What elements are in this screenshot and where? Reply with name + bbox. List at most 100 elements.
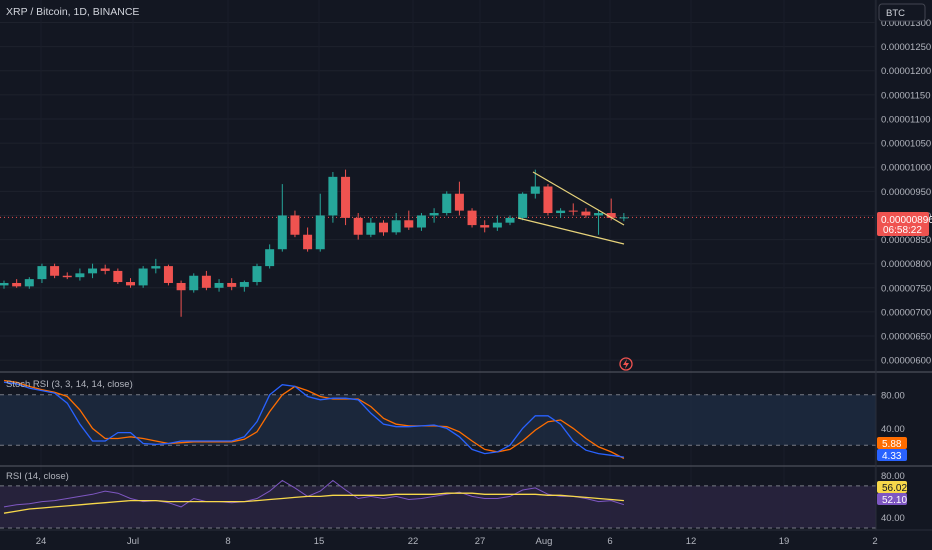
- candle-body[interactable]: [75, 273, 85, 278]
- price-tick-label: 0.00000600: [881, 356, 931, 367]
- currency-button[interactable]: [878, 3, 926, 22]
- candle-body[interactable]: [138, 268, 148, 286]
- price-tick-label: 0.00000800: [881, 259, 931, 270]
- rsi-ma-value: 56.02: [882, 483, 907, 494]
- price-tick-label: 0.00000750: [881, 283, 931, 294]
- candle-body[interactable]: [100, 268, 110, 271]
- candle-body[interactable]: [606, 213, 616, 218]
- price-tick-label: 0.00000850: [881, 235, 931, 246]
- rsi-pane-title[interactable]: RSI (14, close): [6, 471, 69, 482]
- wedge-upper-trendline[interactable]: [532, 171, 625, 226]
- candle-body[interactable]: [227, 282, 237, 287]
- candle-body[interactable]: [442, 193, 452, 214]
- time-tick-label: 6: [607, 536, 612, 547]
- candle-body[interactable]: [163, 266, 173, 283]
- candle-body[interactable]: [518, 193, 528, 218]
- time-tick-label: Aug: [536, 536, 553, 547]
- candle-body[interactable]: [568, 210, 578, 212]
- candle-body[interactable]: [328, 176, 338, 216]
- candle-body[interactable]: [416, 215, 426, 228]
- candles[interactable]: [0, 169, 629, 317]
- candle-body[interactable]: [556, 210, 566, 214]
- candle-body[interactable]: [126, 282, 135, 286]
- candle-body[interactable]: [265, 249, 275, 267]
- stoch-pane-title[interactable]: Stoch RSI (3, 3, 14, 14, close): [6, 379, 133, 390]
- candle-body[interactable]: [37, 266, 47, 280]
- stoch-d-value: 4.33: [882, 451, 902, 462]
- time-tick-label: 19: [779, 536, 790, 547]
- candle-body[interactable]: [467, 210, 477, 226]
- candle-body[interactable]: [315, 215, 325, 250]
- stoch-d-line: [3, 379, 625, 459]
- candle-body[interactable]: [201, 275, 211, 288]
- rsi-band: [0, 485, 876, 528]
- candle-body[interactable]: [50, 266, 60, 276]
- candle-body[interactable]: [353, 217, 363, 235]
- currency-button-label: BTC: [886, 8, 905, 19]
- candle-body[interactable]: [24, 279, 34, 287]
- price-tick-label: 0.00001000: [881, 163, 931, 174]
- stoch-band: [0, 394, 876, 446]
- candle-body[interactable]: [429, 213, 439, 216]
- symbol-title[interactable]: XRP / Bitcoin, 1D, BINANCE: [6, 6, 139, 18]
- candle-body[interactable]: [62, 275, 72, 278]
- candle-body[interactable]: [619, 217, 629, 219]
- candle-body[interactable]: [594, 213, 604, 216]
- candle-body[interactable]: [290, 215, 300, 235]
- candle-body[interactable]: [303, 234, 313, 250]
- price-tick-label: 0.00001250: [881, 42, 931, 53]
- candle-body[interactable]: [581, 211, 591, 216]
- candle-body[interactable]: [341, 176, 351, 218]
- price-tick-label: 0.00000700: [881, 307, 931, 318]
- candle-body[interactable]: [454, 193, 464, 211]
- time-axis[interactable]: 24 Jul 8 15 22 27 Aug 6 12 19 2: [36, 536, 878, 547]
- rsi-ma-tag: [877, 481, 907, 493]
- candle-body[interactable]: [0, 282, 9, 286]
- candle-body[interactable]: [176, 282, 186, 291]
- stoch-tick-label: 80.00: [881, 390, 905, 401]
- rsi-line: [3, 479, 625, 508]
- time-grid: [40, 0, 876, 530]
- rsi-tag: [877, 493, 907, 505]
- candle-body[interactable]: [151, 266, 161, 269]
- stoch-k-tag: [877, 437, 907, 449]
- candle-body[interactable]: [505, 217, 515, 223]
- candle-body[interactable]: [88, 268, 98, 274]
- price-tick-label: 0.00000650: [881, 332, 931, 343]
- candle-body[interactable]: [404, 220, 414, 228]
- rsi-ma-line: [3, 492, 624, 514]
- candle-body[interactable]: [277, 215, 287, 250]
- flash-event-icon[interactable]: [619, 357, 633, 371]
- candle-body[interactable]: [113, 270, 123, 283]
- time-tick-label: 12: [686, 536, 697, 547]
- candle-body[interactable]: [214, 282, 224, 288]
- lightning-icon: [623, 359, 629, 369]
- price-axis[interactable]: 0.00001300 0.00001250 0.00001200 0.00001150…: [881, 18, 931, 367]
- candle-body[interactable]: [366, 222, 376, 235]
- candle-body[interactable]: [543, 186, 553, 214]
- candle-body[interactable]: [480, 225, 490, 228]
- candle-body[interactable]: [379, 222, 388, 233]
- candle-body[interactable]: [12, 282, 22, 287]
- last-price-tag: [877, 212, 929, 236]
- time-tick-label: Jul: [127, 536, 139, 547]
- time-tick-label: 2: [872, 536, 877, 547]
- stoch-axis[interactable]: 80.00 40.00: [881, 390, 905, 435]
- stoch-tick-label: 40.00: [881, 424, 905, 435]
- candle-body[interactable]: [239, 282, 249, 287]
- price-tick-label: 0.00001050: [881, 139, 931, 150]
- candle-body[interactable]: [189, 275, 199, 291]
- price-tick-label: 0.00001300: [881, 18, 931, 29]
- time-tick-label: 22: [408, 536, 419, 547]
- candle-body[interactable]: [252, 266, 262, 283]
- rsi-axis[interactable]: 80.00 40.00: [881, 471, 905, 524]
- candle-body[interactable]: [492, 222, 502, 228]
- candle-body[interactable]: [391, 220, 401, 233]
- candle-body[interactable]: [530, 186, 540, 194]
- time-tick-label: 24: [36, 536, 47, 547]
- wedge-lower-trendline[interactable]: [517, 217, 625, 245]
- last-price-label: 0.00000896: [881, 215, 932, 226]
- price-tick-label: 0.00001200: [881, 66, 931, 77]
